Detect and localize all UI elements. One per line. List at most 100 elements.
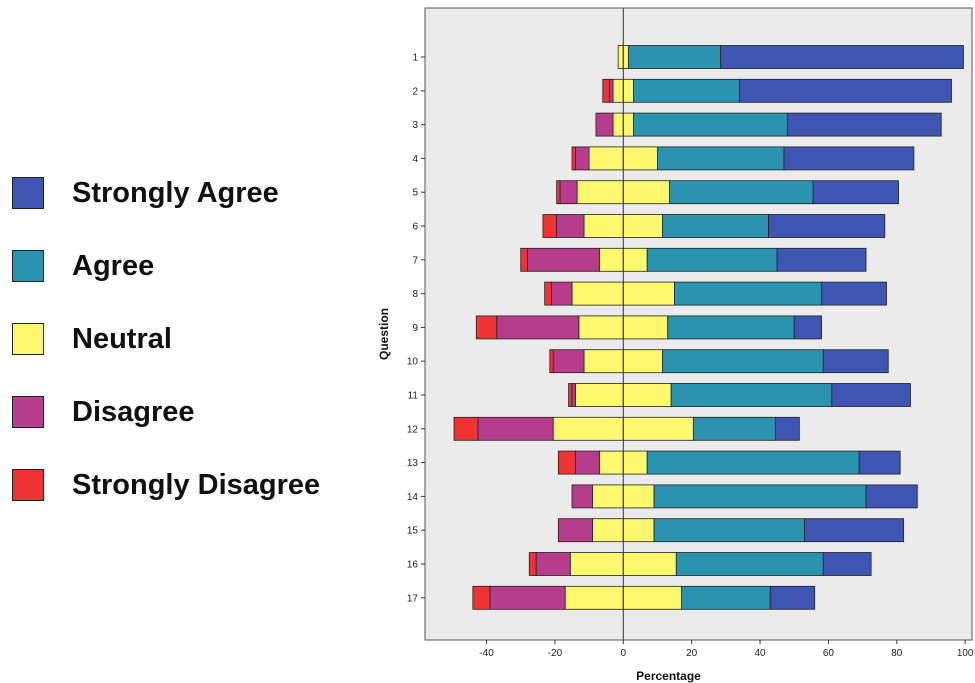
bar-q8-strongly-agree (821, 281, 887, 306)
bar-q17-neutral-neg (564, 585, 624, 610)
bar-q11-disagree (571, 383, 576, 407)
legend-swatch-disagree (12, 396, 44, 428)
y-tick-label: 8 (412, 289, 418, 300)
y-tick-label: 17 (407, 593, 419, 604)
bar-q2-neutral-neg (612, 78, 624, 103)
bar-q5-disagree (559, 180, 578, 205)
y-tick-label: 1 (412, 53, 418, 64)
y-tick-label: 3 (412, 120, 418, 131)
bar-q9-strongly-disagree (475, 315, 498, 340)
bar-q13-neutral-pos (622, 450, 648, 475)
bar-q6-agree (662, 214, 769, 238)
bar-q17-strongly-disagree (472, 585, 491, 610)
bar-q16-neutral-pos (622, 552, 677, 576)
bar-q2-neutral-pos (622, 78, 634, 103)
bar-q11-neutral-neg (575, 383, 624, 407)
x-axis: -40 -20 0 20 40 60 80 100 (479, 640, 974, 659)
bar-q5-neutral-pos (622, 180, 670, 205)
y-axis-title: Question (377, 308, 391, 360)
x-tick-label: 40 (754, 648, 766, 659)
x-tick-label: 80 (891, 648, 903, 659)
legend-label-strongly-agree: Strongly Agree (72, 177, 279, 209)
bar-q6-strongly-agree (768, 214, 886, 238)
y-tick-label: 12 (407, 424, 419, 435)
bar-q12-strongly-agree (775, 416, 800, 441)
bar-q17-strongly-agree (769, 585, 816, 610)
bar-q1-strongly-agree (720, 45, 964, 69)
legend-swatch-strongly-disagree (12, 469, 44, 501)
bar-q11-strongly-agree (831, 383, 911, 407)
bar-q8-neutral-neg (571, 281, 624, 306)
bar-q15-strongly-agree (804, 518, 905, 543)
bar-q9-disagree (496, 315, 580, 340)
bar-q4-neutral-pos (622, 146, 658, 171)
x-tick-label: 0 (621, 648, 627, 659)
y-tick-label: 4 (412, 154, 418, 165)
bar-q15-neutral-pos (622, 518, 655, 543)
bar-q1-agree (628, 45, 722, 69)
legend-label-strongly-disagree: Strongly Disagree (72, 469, 321, 501)
bar-q14-neutral-pos (622, 484, 655, 509)
bar-q16-strongly-disagree (528, 552, 537, 576)
bar-q3-strongly-agree (786, 112, 942, 137)
y-tick-label: 2 (412, 86, 418, 97)
bar-q15-agree (653, 518, 805, 543)
bar-q13-agree (646, 450, 860, 475)
bar-q6-neutral-pos (622, 214, 664, 238)
bar-q5-agree (669, 180, 814, 205)
bar-q15-disagree (557, 518, 593, 543)
bar-q17-neutral-pos (622, 585, 682, 610)
bar-q5-strongly-agree (812, 180, 899, 205)
bar-q15-neutral-neg (592, 518, 624, 543)
bar-q17-agree (681, 585, 771, 610)
x-tick-label: 60 (823, 648, 835, 659)
bar-q8-strongly-disagree (544, 281, 552, 306)
x-tick-label: -40 (479, 648, 494, 659)
bar-q6-neutral-neg (583, 214, 624, 238)
bar-q1-neutral-pos (622, 45, 629, 69)
bar-q4-neutral-neg (588, 146, 624, 171)
bar-q12-agree (692, 416, 776, 441)
bar-q16-strongly-agree (822, 552, 872, 576)
y-tick-label: 15 (407, 526, 419, 537)
bar-q13-strongly-disagree (557, 450, 576, 475)
bar-q7-strongly-agree (776, 247, 867, 272)
y-tick-label: 11 (408, 391, 419, 402)
bar-q6-strongly-disagree (542, 214, 558, 238)
legend-label-neutral: Neutral (72, 323, 172, 355)
bar-q11-agree (670, 383, 833, 407)
bar-q14-disagree (571, 484, 593, 509)
bar-q17-disagree (489, 585, 566, 610)
bar-q10-agree (662, 349, 824, 374)
x-tick-label: 100 (957, 648, 974, 659)
bar-q10-neutral-pos (622, 349, 664, 374)
legend-swatch-neutral (12, 323, 44, 355)
bar-q12-neutral-neg (552, 416, 624, 441)
bar-q9-neutral-pos (622, 315, 669, 340)
bar-q14-agree (653, 484, 867, 509)
y-tick-label: 6 (412, 222, 418, 233)
bar-q3-neutral-neg (612, 112, 624, 137)
bar-q4-strongly-disagree (571, 146, 576, 171)
bar-q3-disagree (595, 112, 614, 137)
bar-q2-strongly-disagree (602, 78, 611, 103)
bar-q7-disagree (527, 247, 600, 272)
bar-q9-neutral-neg (578, 315, 624, 340)
y-tick-label: 16 (407, 560, 419, 571)
bar-q2-strongly-agree (739, 78, 952, 103)
bar-q4-agree (657, 146, 785, 171)
bar-q12-strongly-disagree (453, 416, 479, 441)
bar-q5-strongly-disagree (556, 180, 561, 205)
y-tick-label: 14 (407, 492, 419, 503)
x-tick-label: -20 (548, 648, 563, 659)
bar-q7-neutral-pos (622, 247, 648, 272)
legend-label-disagree: Disagree (72, 396, 195, 428)
bar-q2-agree (633, 78, 740, 103)
bar-q16-neutral-neg (569, 552, 624, 576)
bar-q9-agree (667, 315, 795, 340)
bar-q2-disagree (609, 78, 614, 103)
bar-q14-neutral-neg (592, 484, 624, 509)
bar-q3-neutral-pos (622, 112, 634, 137)
bar-q4-strongly-agree (783, 146, 915, 171)
